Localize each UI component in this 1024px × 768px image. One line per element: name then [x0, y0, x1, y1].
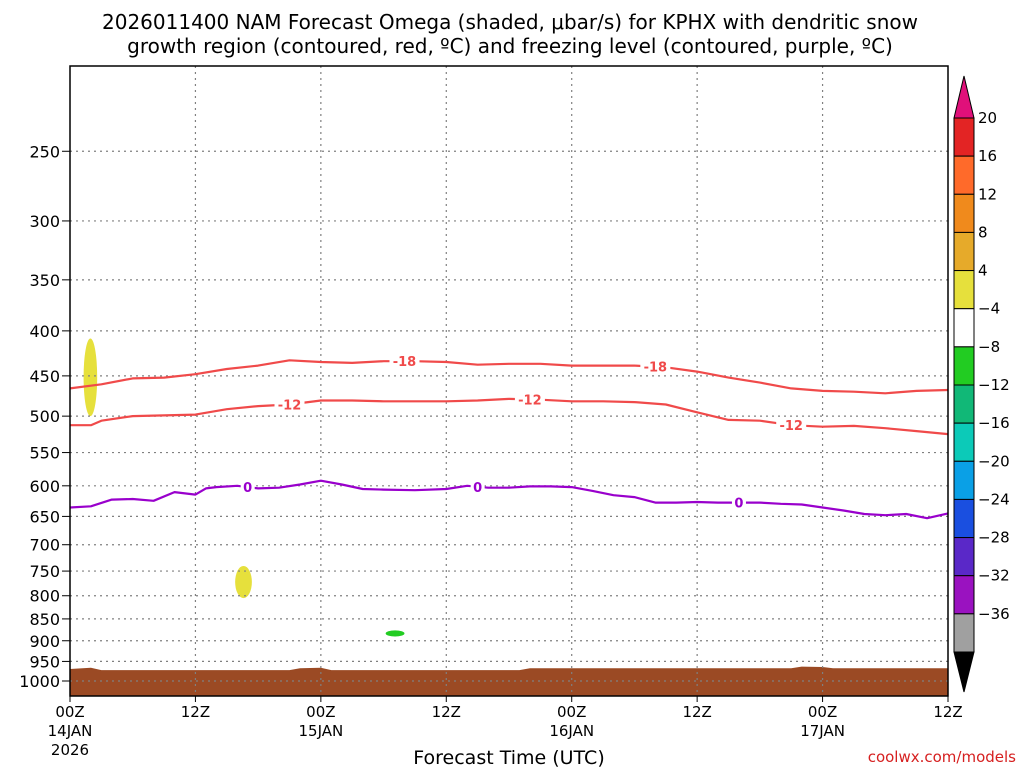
contour-line-0: [69, 359, 949, 395]
y-tick-label-600: 600: [29, 477, 60, 496]
chart-title-line1: 2026011400 NAM Forecast Omega (shaded, μ…: [102, 10, 918, 34]
y-tick-label-350: 350: [29, 271, 60, 290]
y-tick-label-300: 300: [29, 212, 60, 231]
omega-shaded-feature-3: [385, 630, 405, 637]
colorbar-bin-1: [953, 155, 975, 195]
colorbar-label-4: 4: [978, 262, 988, 280]
x-tick-date-4: 16JAN: [549, 722, 594, 740]
y-tick-label-500: 500: [29, 407, 60, 426]
colorbar-top-arrow: [953, 75, 975, 119]
colorbar-label-3: 8: [978, 223, 988, 241]
colorbar-bin-9: [953, 460, 975, 500]
colorbar-bin-2: [953, 193, 975, 233]
x-tick-label-3: 12Z: [432, 703, 461, 721]
y-tick-label-450: 450: [29, 367, 60, 386]
credit-text: coolwx.com/models: [868, 748, 1016, 766]
contour-label-0-1: -18: [644, 361, 668, 376]
x-tick-date-6: 17JAN: [800, 722, 845, 740]
colorbar-bin-12: [953, 575, 975, 615]
x-tick-label-5: 12Z: [682, 703, 711, 721]
contour-label-0-0: -18: [393, 355, 417, 370]
x-tick-date-0: 14JAN: [48, 722, 93, 740]
y-tick-label-250: 250: [29, 142, 60, 161]
y-tick-label-650: 650: [29, 507, 60, 526]
x-tick-label-1: 12Z: [181, 703, 210, 721]
contour-label-2-1: 0: [473, 481, 482, 496]
contour-label-bg-1-0: [274, 396, 305, 413]
y-tick-label-950: 950: [29, 652, 60, 671]
colorbar-bin-6: [953, 346, 975, 386]
y-tick-label-1000: 1000: [19, 672, 60, 691]
x-tick-label-7: 12Z: [933, 703, 962, 721]
colorbar-label-7: −12: [978, 376, 1010, 394]
contour-label-bg-1-1: [514, 391, 545, 408]
x-tick-label-4: 00Z: [557, 703, 586, 721]
colorbar-bin-13: [953, 613, 975, 653]
y-tick-label-550: 550: [29, 444, 60, 463]
x-tick-label-2: 00Z: [306, 703, 335, 721]
colorbar-label-11: −28: [978, 529, 1010, 547]
y-tick-label-750: 750: [29, 562, 60, 581]
x-tick-label-0: 00Z: [55, 703, 84, 721]
contour-label-1-0: -12: [278, 399, 302, 414]
colorbar-label-9: −20: [978, 452, 1010, 470]
colorbar-bin-3: [953, 231, 975, 272]
contour-label-2-0: 0: [243, 481, 252, 496]
plot-area: 250 300 350 400 450 500 550 600 650 700 750 800 850 9…: [19, 65, 963, 759]
colorbar-bin-10: [953, 498, 975, 539]
contour-label-bg-2-1: [470, 478, 485, 495]
colorbar-bin-0: [953, 117, 975, 157]
colorbar-bin-5: [953, 308, 975, 348]
colorbar-bin-7: [953, 384, 975, 424]
x-tick-year-0: 2026: [51, 741, 89, 759]
colorbar-bin-11: [953, 537, 975, 577]
omega-shaded-feature-1: [83, 338, 98, 417]
colorbar-label-5: −4: [978, 300, 1000, 318]
chart-title-line2: growth region (contoured, red, ºC) and f…: [127, 34, 893, 58]
y-tick-label-400: 400: [29, 322, 60, 341]
contour-label-bg-1-2: [776, 417, 807, 434]
colorbar: 20 16 12 8 4 −4 −8 −12 −16 −20 −24 −28 −32 −36: [953, 75, 1010, 693]
colorbar-label-1: 16: [978, 147, 997, 165]
x-axis-label: Forecast Time (UTC): [413, 747, 604, 768]
y-tick-label-800: 800: [29, 587, 60, 606]
contour-label-bg-0-1: [640, 358, 671, 375]
contour-label-bg-2-2: [731, 494, 746, 511]
plot-frame: [69, 65, 949, 697]
contour-label-1-2: -12: [779, 419, 803, 434]
colorbar-label-0: 20: [978, 109, 997, 127]
colorbar-bottom-arrow: [953, 651, 975, 693]
y-tick-label-700: 700: [29, 536, 60, 555]
colorbar-label-12: −32: [978, 567, 1010, 585]
colorbar-bin-8: [953, 422, 975, 462]
contour-label-bg-2-0: [240, 479, 255, 496]
contour-label-1-1: -12: [518, 393, 542, 408]
colorbar-label-13: −36: [978, 605, 1010, 623]
contour-label-bg-0-0: [389, 353, 420, 370]
omega-shaded-feature-2: [235, 565, 252, 599]
colorbar-bin-4: [953, 270, 975, 310]
colorbar-label-2: 12: [978, 185, 997, 203]
contour-line-2: [69, 479, 949, 520]
x-tick-label-6: 00Z: [808, 703, 837, 721]
colorbar-label-10: −24: [978, 490, 1010, 508]
colorbar-label-6: −8: [978, 338, 1000, 356]
y-tick-label-900: 900: [29, 632, 60, 651]
y-tick-label-850: 850: [29, 610, 60, 629]
x-tick-date-2: 15JAN: [298, 722, 343, 740]
colorbar-label-8: −16: [978, 414, 1010, 432]
contour-label-2-2: 0: [734, 497, 743, 512]
